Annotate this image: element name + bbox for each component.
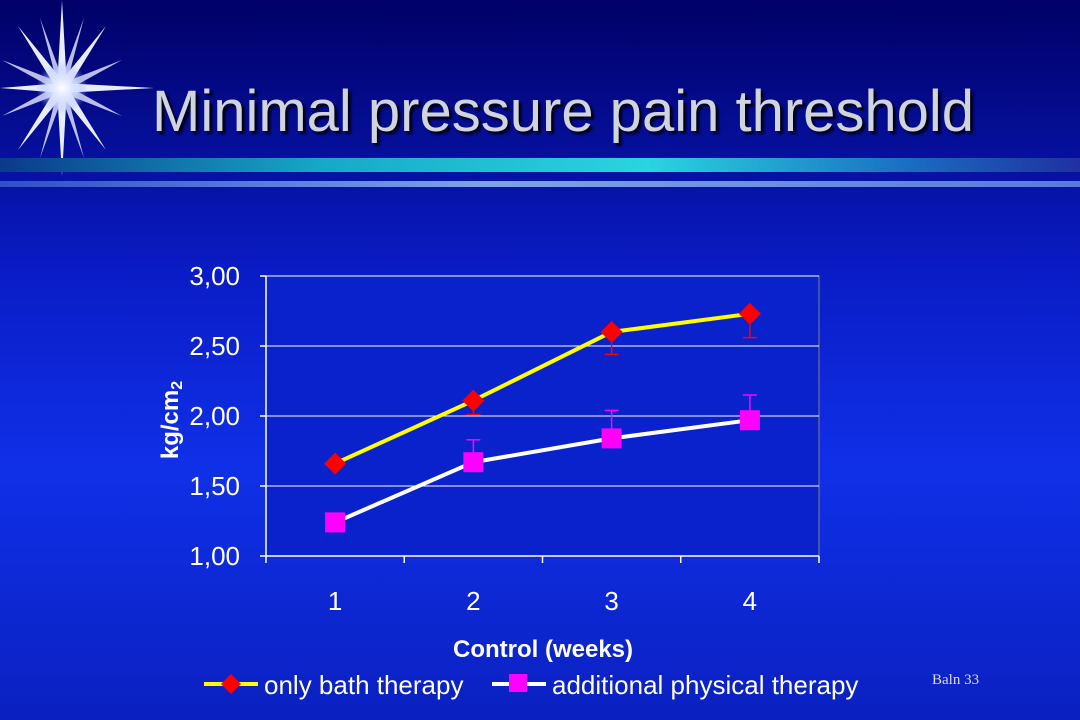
title-underline-stripe	[0, 158, 1080, 172]
y-tick-label-1: 1,50	[189, 471, 240, 501]
data-point-0-0	[324, 452, 347, 475]
y-axis-title: kg/cm2	[157, 381, 186, 459]
data-point-0-2	[600, 321, 623, 343]
data-point-1-2	[601, 428, 622, 449]
legend-marker-bath	[221, 674, 241, 694]
axes	[260, 275, 820, 563]
series-0	[324, 302, 761, 475]
data-point-1-1	[463, 452, 484, 473]
series-line-0	[334, 311, 751, 466]
y-axis-title-subscript: 2	[169, 381, 186, 390]
data-point-0-1	[462, 389, 485, 412]
y-tick-labels: 1,00 1,50 2,00 2,50 3,00	[189, 261, 240, 571]
legend-label-bath: only bath therapy	[264, 670, 463, 700]
x-tick-label-3: 4	[743, 586, 757, 616]
x-tick-label-0: 1	[328, 586, 342, 616]
y-tick-label-3: 2,50	[189, 331, 240, 361]
y-axis-title-text: kg/cm	[157, 390, 184, 459]
slide-number: Baln 33	[932, 672, 980, 688]
x-tick-label-2: 3	[604, 586, 618, 616]
starburst-icon	[0, 0, 154, 176]
legend-marker-physical	[509, 674, 527, 692]
slide-title: Minimal pressure pain threshold	[152, 79, 975, 144]
series-line-1	[334, 418, 751, 525]
x-tick-label-1: 2	[466, 586, 480, 616]
series-layer	[324, 302, 761, 533]
x-axis-title: Control (weeks)	[453, 636, 633, 663]
data-point-1-3	[739, 410, 760, 431]
y-tick-label-0: 1,00	[189, 541, 240, 571]
legend: only bath therapy additional physical th…	[204, 670, 858, 700]
series-1	[325, 394, 760, 533]
legend-label-physical: additional physical therapy	[552, 670, 858, 700]
data-point-0-3	[738, 302, 761, 325]
x-tick-labels: 1 2 3 4	[328, 586, 757, 616]
grid-lines	[266, 275, 819, 487]
y-tick-label-2: 2,00	[189, 401, 240, 431]
y-tick-label-4: 3,00	[189, 261, 240, 291]
title-underline-thin-stripe	[0, 181, 1080, 187]
data-point-1-0	[325, 512, 346, 533]
